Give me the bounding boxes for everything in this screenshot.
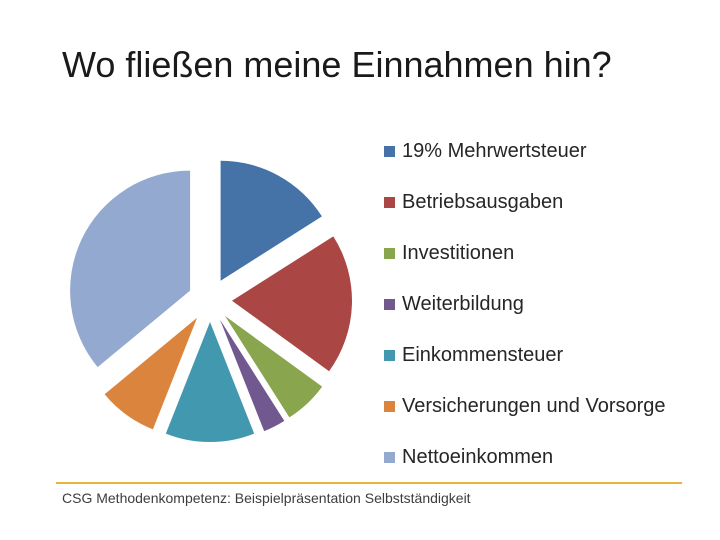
legend-item: Einkommensteuer xyxy=(384,338,563,372)
legend-item: 19% Mehrwertsteuer xyxy=(384,134,587,168)
legend-item: Weiterbildung xyxy=(384,287,524,321)
legend-item: Investitionen xyxy=(384,236,514,270)
legend-swatch xyxy=(384,145,395,157)
slide-footer: CSG Methodenkompetenz: Beispielpräsentat… xyxy=(62,490,471,506)
legend-label: Nettoeinkommen xyxy=(402,445,554,468)
legend-label: Einkommensteuer xyxy=(402,343,564,366)
slide-title: Wo fließen meine Einnahmen hin? xyxy=(62,44,612,85)
legend-swatch xyxy=(384,451,395,463)
legend-swatch xyxy=(384,349,395,361)
legend-swatch xyxy=(384,247,395,259)
legend-label: Betriebsausgaben xyxy=(402,190,564,213)
footer-divider xyxy=(56,482,682,484)
pie-slice-3 xyxy=(225,316,323,418)
legend-swatch xyxy=(384,196,395,208)
legend-item: Betriebsausgaben xyxy=(384,185,563,219)
legend-label: Weiterbildung xyxy=(402,292,524,315)
legend-label: 19% Mehrwertsteuer xyxy=(402,139,587,162)
legend-label: Versicherungen und Vorsorge xyxy=(402,394,666,417)
legend-item: Nettoeinkommen xyxy=(384,440,553,474)
pie-chart xyxy=(70,160,352,442)
legend-swatch xyxy=(384,400,395,412)
pie-slice-6 xyxy=(104,317,198,430)
pie-slice-7 xyxy=(70,170,191,368)
legend-item: Versicherungen und Vorsorge xyxy=(384,389,666,423)
pie-slice-5 xyxy=(165,322,255,442)
pie-slice-4 xyxy=(219,319,285,432)
pie-slice-2 xyxy=(231,236,352,372)
legend-label: Investitionen xyxy=(402,241,515,264)
pie-slice-1 xyxy=(220,160,322,281)
legend-swatch xyxy=(384,298,395,310)
